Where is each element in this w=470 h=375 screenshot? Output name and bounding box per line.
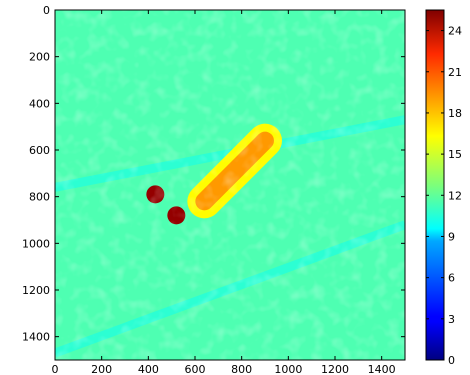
x-tick-label: 400 xyxy=(138,363,159,375)
colorbar-tick-label: 15 xyxy=(448,148,462,161)
colorbar-tick-label: 24 xyxy=(448,25,462,38)
colorbar: 0 3 6 9 12 15 18 21 24 xyxy=(425,9,462,367)
colorbar-tick-label: 0 xyxy=(448,354,455,367)
x-axis: 0 200 400 600 800 1000 1200 1400 xyxy=(52,10,396,375)
y-tick-label: 800 xyxy=(29,191,50,204)
x-tick-label: 600 xyxy=(185,363,206,375)
y-tick-label: 1200 xyxy=(22,284,50,297)
x-tick-label: 800 xyxy=(231,363,252,375)
plot-frame xyxy=(54,9,406,361)
x-tick-label: 0 xyxy=(52,363,59,375)
y-tick-label: 600 xyxy=(29,144,50,157)
y-tick-label: 0 xyxy=(43,4,50,17)
y-tick-label: 200 xyxy=(29,51,50,64)
colorbar-frame xyxy=(425,9,445,361)
y-tick-label: 400 xyxy=(29,97,50,110)
y-tick-label: 1400 xyxy=(22,331,50,344)
colorbar-tick-label: 3 xyxy=(448,313,455,326)
noise-overlay xyxy=(55,10,405,360)
y-tick-label: 1000 xyxy=(22,237,50,250)
x-tick-label: 200 xyxy=(91,363,112,375)
heatmap-plot-area xyxy=(55,10,405,360)
x-tick-label: 1200 xyxy=(321,363,349,375)
colorbar-tick-label: 12 xyxy=(448,189,462,202)
colorbar-gradient xyxy=(426,10,444,360)
colorbar-tick-label: 9 xyxy=(448,230,455,243)
x-tick-label: 1400 xyxy=(368,363,396,375)
colorbar-ticks: 0 3 6 9 12 15 18 21 24 xyxy=(426,25,462,367)
colorbar-tick-label: 21 xyxy=(448,66,462,79)
colorbar-tick-label: 18 xyxy=(448,107,462,120)
y-axis: 0 200 400 600 800 1000 1200 1400 xyxy=(22,4,405,344)
x-tick-label: 1000 xyxy=(274,363,302,375)
colorbar-tick-label: 6 xyxy=(448,272,455,285)
